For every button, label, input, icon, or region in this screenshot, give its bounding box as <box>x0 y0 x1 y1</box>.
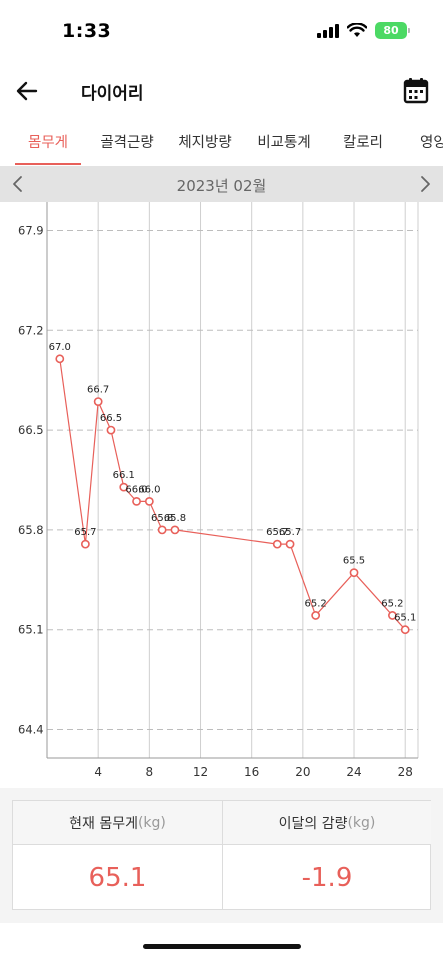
weight-line-chart: 4 8 12 16 20 24 28 67.9 67.2 66.5 65.8 65.1 64.4 67.0… <box>18 202 419 779</box>
data-label: 66.0 <box>125 484 147 495</box>
data-label: 65.7 <box>266 527 288 538</box>
data-label: 65.8 <box>164 513 186 524</box>
data-point <box>349 568 359 578</box>
x-tick-label: 8 <box>146 765 154 779</box>
data-point <box>170 525 180 535</box>
data-point <box>80 539 90 549</box>
x-tick-label: 28 <box>398 765 413 779</box>
data-label: 66.5 <box>100 413 122 424</box>
month-selector: 2023년 02월 <box>0 166 443 202</box>
data-point <box>400 625 410 635</box>
tab-nutrition[interactable]: 영양 <box>420 135 443 151</box>
tab-weight[interactable]: 몸무게 <box>27 135 69 151</box>
data-point <box>132 496 141 506</box>
monthly-loss-header: 이달의 감량 (kg) <box>222 801 431 845</box>
current-weight-value: 65.1 <box>88 862 147 893</box>
x-tick-label: 4 <box>94 765 102 779</box>
summary-section: 현재 몸무게 (kg) 이달의 감량 (kg) 65.1 -1.9 <box>0 788 443 923</box>
chevron-left-icon[interactable] <box>9 174 27 194</box>
chevron-right-icon[interactable] <box>416 174 434 194</box>
battery-indicator: 80 <box>375 22 410 39</box>
tab-calories[interactable]: 칼로리 <box>342 135 384 151</box>
y-tick-label: 65.8 <box>18 523 44 537</box>
data-label: 65.1 <box>394 613 416 624</box>
data-label: 65.2 <box>381 598 403 609</box>
monthly-loss-unit: (kg) <box>347 814 376 831</box>
tab-compare-stats[interactable]: 비교통계 <box>257 135 311 151</box>
data-point <box>285 539 295 549</box>
current-weight-unit: (kg) <box>137 814 166 831</box>
status-bar: 1:33 80 <box>0 0 443 66</box>
wifi-icon <box>347 23 367 37</box>
back-arrow-icon[interactable] <box>14 78 40 104</box>
y-tick-label: 66.5 <box>18 423 44 437</box>
x-tick-label: 12 <box>193 765 208 779</box>
data-label: 65.2 <box>305 598 327 609</box>
month-label: 2023년 02월 <box>176 177 267 195</box>
data-label: 66.7 <box>87 385 109 396</box>
tab-body-fat[interactable]: 체지방량 <box>178 135 232 151</box>
x-tick-label: 16 <box>244 765 259 779</box>
data-label: 65.8 <box>151 513 173 524</box>
weight-chart: 4 8 12 16 20 24 28 67.9 67.2 66.5 65.8 65.1 64.4 67.0… <box>0 202 443 788</box>
data-point <box>144 496 154 506</box>
x-tick-label: 24 <box>346 765 361 779</box>
calendar-icon[interactable] <box>403 77 429 105</box>
data-point <box>93 397 103 406</box>
monthly-loss-label: 이달의 감량 <box>278 815 348 832</box>
y-tick-label: 67.9 <box>18 224 44 238</box>
current-weight-label: 현재 몸무게 <box>69 815 138 832</box>
tab-skeletal-muscle[interactable]: 골격근량 <box>100 135 154 151</box>
battery-level: 80 <box>383 24 399 37</box>
data-label: 67.0 <box>49 342 71 353</box>
data-label: 66.0 <box>138 484 160 495</box>
data-point <box>55 354 65 364</box>
weight-series-line <box>59 358 406 631</box>
data-label: 65.7 <box>279 527 301 538</box>
current-weight-header: 현재 몸무게 (kg) <box>13 801 222 845</box>
active-tab-indicator <box>15 163 81 165</box>
app-header: 다이어리 <box>0 68 443 114</box>
y-tick-label: 67.2 <box>18 323 44 337</box>
status-time: 1:33 <box>62 20 112 42</box>
data-point <box>311 611 321 620</box>
y-tick-label: 65.1 <box>18 623 44 637</box>
signal-icon <box>317 23 339 38</box>
data-point <box>119 482 129 492</box>
summary-table: 현재 몸무게 (kg) 이달의 감량 (kg) 65.1 -1.9 <box>12 800 431 910</box>
monthly-loss-value: -1.9 <box>222 845 431 910</box>
home-indicator <box>143 944 301 949</box>
data-label: 65.5 <box>343 556 365 567</box>
x-tick-label: 20 <box>295 765 310 779</box>
data-label: 65.7 <box>74 527 96 538</box>
tab-bar: 몸무게 골격근량 체지방량 비교통계 칼로리 영양 <box>0 118 443 166</box>
page-title: 다이어리 <box>81 84 144 104</box>
data-point <box>388 611 397 620</box>
data-point <box>106 425 116 435</box>
data-label: 66.1 <box>113 470 135 481</box>
y-tick-label: 64.4 <box>18 722 44 736</box>
status-icons: 80 <box>317 22 410 39</box>
data-point <box>157 525 167 535</box>
data-point <box>272 539 282 549</box>
